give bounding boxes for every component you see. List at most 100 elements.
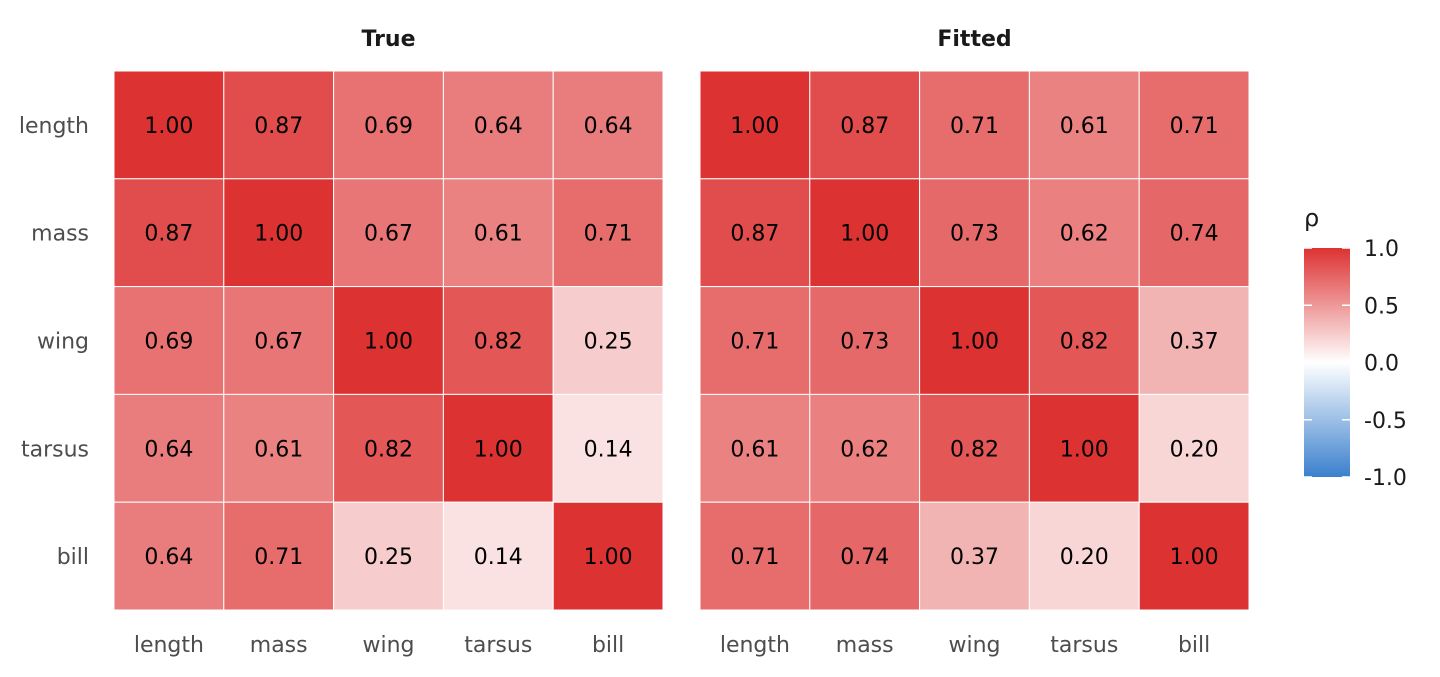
heatmap-cell xyxy=(1028,286,1140,395)
cell-value-label: 0.69 xyxy=(364,114,413,139)
heatmap-cell xyxy=(1028,70,1140,180)
cell-value-label: 0.71 xyxy=(730,330,779,355)
x-tick-label: tarsus xyxy=(464,633,532,658)
cell-value-label: 0.14 xyxy=(474,545,523,570)
cell-value-label: 0.20 xyxy=(1060,545,1109,570)
panel-fitted: Fitted 1.00 0.87 0.71 0.61 0.71 0.87 1.00 0.73 0.… xyxy=(699,27,1250,658)
cell-value-label: 1.00 xyxy=(254,222,303,247)
heatmap-cell xyxy=(333,178,444,288)
cell-value-label: 0.67 xyxy=(364,222,413,247)
heatmap-cell xyxy=(223,286,335,395)
legend-tick-label: 0.0 xyxy=(1364,352,1399,377)
x-tick-label: wing xyxy=(362,633,414,658)
heatmap-cell xyxy=(333,501,444,611)
heatmap-cell xyxy=(223,70,335,180)
cell-value-label: 1.00 xyxy=(474,437,523,462)
heatmap-cell xyxy=(442,70,554,180)
cell-value-label: 0.61 xyxy=(474,222,523,247)
legend-tick-label: 1.0 xyxy=(1364,237,1399,262)
heatmap-cell xyxy=(113,501,225,611)
heatmap-cell xyxy=(552,70,664,180)
cell-value-label: 0.71 xyxy=(584,222,633,247)
heatmap-cell xyxy=(552,178,664,288)
cell-value-label: 0.69 xyxy=(144,330,193,355)
heatmap-cell xyxy=(919,286,1030,395)
heatmap-cell xyxy=(333,393,444,503)
cell-value-label: 0.20 xyxy=(1170,437,1219,462)
panels-layer: True 1.00 0.87 0.69 0.64 0.64 0.87 1.00 0.67 0.61… xyxy=(19,27,1250,658)
cell-value-label: 0.82 xyxy=(950,437,999,462)
cell-value-label: 0.37 xyxy=(950,545,999,570)
y-tick-label: wing xyxy=(37,330,89,355)
cell-value-label: 1.00 xyxy=(364,330,413,355)
heatmap-cell xyxy=(1138,501,1250,611)
heatmap-cell xyxy=(919,393,1030,503)
heatmap-cell xyxy=(113,70,225,180)
heatmap-cell xyxy=(223,393,335,503)
heatmap-cell xyxy=(442,286,554,395)
x-tick-label: bill xyxy=(1178,633,1210,658)
cell-value-label: 0.62 xyxy=(840,437,889,462)
legend-tick-label: -1.0 xyxy=(1364,466,1407,491)
heatmap-cell xyxy=(113,178,225,288)
heatmap-cell xyxy=(809,70,921,180)
cell-value-label: 0.37 xyxy=(1170,330,1219,355)
heatmap-cell xyxy=(919,501,1030,611)
cell-value-label: 1.00 xyxy=(144,114,193,139)
cell-value-label: 0.82 xyxy=(474,330,523,355)
cell-value-label: 0.61 xyxy=(1060,114,1109,139)
heatmap-cell xyxy=(1138,393,1250,503)
cell-value-label: 0.87 xyxy=(730,222,779,247)
cell-value-label: 0.71 xyxy=(1170,114,1219,139)
cell-value-label: 0.25 xyxy=(364,545,413,570)
panel-title: Fitted xyxy=(937,27,1011,52)
cell-value-label: 0.14 xyxy=(584,437,633,462)
cell-value-label: 0.71 xyxy=(730,545,779,570)
heatmap-cell xyxy=(1138,178,1250,288)
heatmap-cell xyxy=(333,286,444,395)
heatmap-cell xyxy=(442,393,554,503)
legend-title: ρ xyxy=(1304,204,1319,232)
panel-true: True 1.00 0.87 0.69 0.64 0.64 0.87 1.00 0.67 0.61… xyxy=(19,27,664,658)
heatmap-cell xyxy=(809,393,921,503)
cell-value-label: 0.64 xyxy=(144,437,193,462)
x-tick-label: length xyxy=(134,633,204,658)
heatmap-cell xyxy=(113,393,225,503)
legend-tick-label: -0.5 xyxy=(1364,409,1407,434)
cell-value-label: 0.25 xyxy=(584,330,633,355)
cell-value-label: 0.73 xyxy=(950,222,999,247)
heatmap-cell xyxy=(1138,286,1250,395)
cell-value-label: 0.87 xyxy=(144,222,193,247)
heatmap-cell xyxy=(699,501,811,611)
x-tick-label: wing xyxy=(948,633,1000,658)
x-tick-label: length xyxy=(720,633,790,658)
heatmap-cell xyxy=(1138,70,1250,180)
cell-value-label: 0.71 xyxy=(254,545,303,570)
cell-value-label: 1.00 xyxy=(1170,545,1219,570)
cell-value-label: 0.82 xyxy=(1060,330,1109,355)
cell-value-label: 0.87 xyxy=(840,114,889,139)
legend-tick-label: 0.5 xyxy=(1364,294,1399,319)
cell-value-label: 0.61 xyxy=(254,437,303,462)
cell-value-label: 1.00 xyxy=(584,545,633,570)
heatmap-cell xyxy=(809,501,921,611)
cell-value-label: 0.73 xyxy=(840,330,889,355)
heatmap-cell xyxy=(552,501,664,611)
panel-title: True xyxy=(361,27,415,52)
x-tick-label: bill xyxy=(592,633,624,658)
color-legend: ρ 1.0 0.5 0.0 -0.5 -1.0 xyxy=(1304,204,1407,491)
cell-value-label: 1.00 xyxy=(1060,437,1109,462)
heatmap-cell xyxy=(1028,501,1140,611)
heatmap-cell xyxy=(552,286,664,395)
x-tick-label: mass xyxy=(836,633,894,658)
x-tick-label: mass xyxy=(250,633,308,658)
cell-value-label: 0.67 xyxy=(254,330,303,355)
cell-value-label: 0.64 xyxy=(474,114,523,139)
heatmap-cell xyxy=(333,70,444,180)
x-tick-label: tarsus xyxy=(1050,633,1118,658)
cell-value-label: 1.00 xyxy=(950,330,999,355)
y-tick-label: length xyxy=(19,114,89,139)
heatmap-cell xyxy=(919,70,1030,180)
cell-value-label: 0.62 xyxy=(1060,222,1109,247)
